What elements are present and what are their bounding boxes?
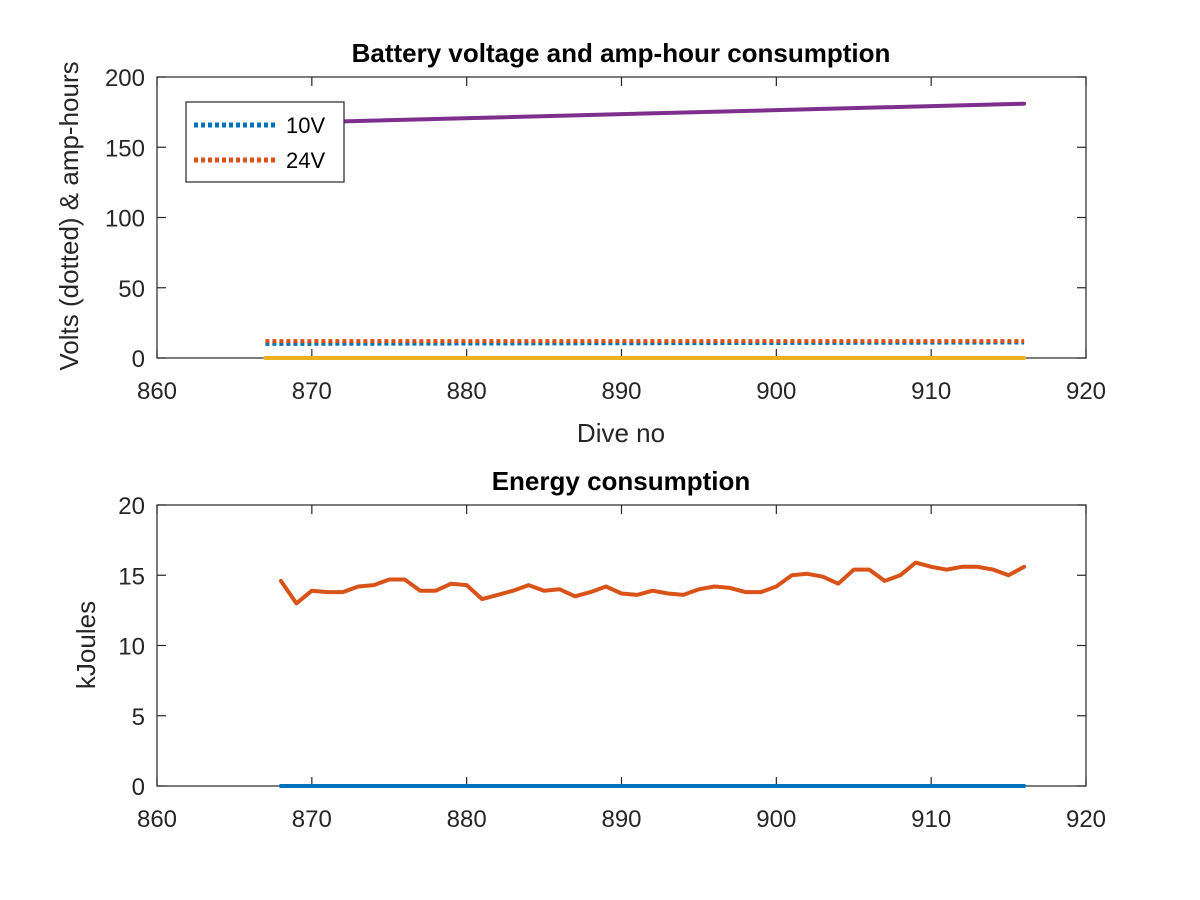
energy-y-tick-label: 20 <box>118 493 145 520</box>
energy-x-tick-label: 900 <box>756 806 796 833</box>
battery-y-tick-label: 50 <box>118 276 145 303</box>
battery-x-tick-label: 860 <box>137 378 177 405</box>
battery-x-tick-label: 880 <box>447 378 487 405</box>
battery-x-tick-label: 900 <box>756 378 796 405</box>
legend-box <box>185 101 345 183</box>
energy-chart-y-label: kJoules <box>71 601 101 689</box>
energy-x-tick-label: 890 <box>601 806 641 833</box>
legend-label-24v: 24V <box>286 148 325 173</box>
battery-y-tick-label: 150 <box>105 135 145 162</box>
energy-x-tick-label: 880 <box>447 806 487 833</box>
battery-chart-y-label: Volts (dotted) & amp-hours <box>54 61 84 370</box>
battery-chart-x-label: Dive no <box>577 418 665 448</box>
battery-y-tick-label: 0 <box>132 346 145 373</box>
energy-chart-title: Energy consumption <box>492 466 751 496</box>
energy-y-tick-label: 5 <box>132 704 145 731</box>
battery-x-tick-label: 870 <box>292 378 332 405</box>
energy-series-series-0 <box>278 560 1027 606</box>
battery-chart-plot-area: 860 870 880 890 900 910 920 0 50 100 150 200 <box>105 65 1106 405</box>
battery-y-tick-label: 200 <box>105 65 145 92</box>
energy-y-tick-label: 0 <box>132 774 145 801</box>
energy-y-tick-label: 10 <box>118 634 145 661</box>
energy-x-tick-label: 860 <box>137 806 177 833</box>
energy-chart: Energy consumption kJoules 860 870 880 890 9… <box>71 466 1106 833</box>
battery-series-series-3 <box>263 101 1027 126</box>
battery-x-tick-label: 890 <box>601 378 641 405</box>
energy-x-tick-label: 910 <box>911 806 951 833</box>
legend-label-10v: 10V <box>286 113 325 138</box>
battery-y-tick-label: 100 <box>105 206 145 233</box>
battery-chart-title: Battery voltage and amp-hour consumption <box>352 38 891 68</box>
battery-chart-legend: 10V 24V <box>185 101 345 183</box>
energy-x-tick-label: 870 <box>292 806 332 833</box>
battery-x-tick-label: 920 <box>1066 378 1106 405</box>
energy-y-tick-label: 15 <box>118 563 145 590</box>
battery-chart: Battery voltage and amp-hour consumption… <box>54 38 1106 448</box>
energy-x-tick-label: 920 <box>1066 806 1106 833</box>
battery-x-tick-label: 910 <box>911 378 951 405</box>
energy-chart-plot-area: 860 870 880 890 900 910 920 0 5 10 15 20 <box>118 493 1106 833</box>
